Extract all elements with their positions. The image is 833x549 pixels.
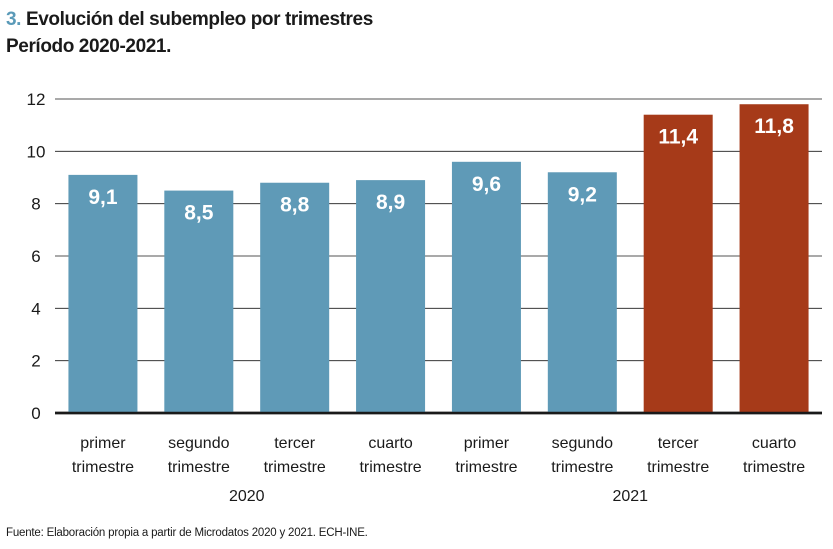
data-label: 8,8 <box>280 194 310 217</box>
x-tick-label: segundo <box>168 435 229 452</box>
bar <box>451 161 521 413</box>
x-tick-label: trimestre <box>359 459 421 476</box>
bar <box>547 172 617 413</box>
x-tick-label: primer <box>80 435 126 452</box>
y-tick-label: 12 <box>27 90 46 109</box>
bar <box>260 182 330 413</box>
data-label: 8,5 <box>184 202 214 225</box>
x-tick-label: trimestre <box>551 459 613 476</box>
x-tick-label: trimestre <box>72 459 134 476</box>
chart-subtitle: Período 2020-2021. <box>6 36 171 57</box>
bar <box>643 114 713 413</box>
bar <box>68 174 138 413</box>
data-label: 8,9 <box>376 191 405 214</box>
bar <box>356 180 426 413</box>
y-tick-label: 8 <box>31 195 40 214</box>
data-label: 11,4 <box>658 126 698 149</box>
x-tick-label: trimestre <box>455 459 517 476</box>
chart-title: 3. Evolución del subempleo por trimestre… <box>6 6 373 33</box>
bar <box>739 104 809 413</box>
y-tick-label: 4 <box>31 299 40 318</box>
data-label: 9,6 <box>472 173 501 196</box>
x-tick-label: trimestre <box>264 459 326 476</box>
y-tick-label: 6 <box>31 247 40 266</box>
chart-title-block: 3. Evolución del subempleo por trimestre… <box>6 6 373 60</box>
x-tick-label: segundo <box>552 435 613 452</box>
bar <box>164 190 234 413</box>
data-label: 11,8 <box>754 115 794 138</box>
y-tick-label: 0 <box>31 404 40 423</box>
x-tick-label: primer <box>464 435 510 452</box>
x-tick-label: tercer <box>274 435 316 452</box>
x-tick-label: cuarto <box>752 435 797 452</box>
y-tick-label: 2 <box>31 352 40 371</box>
data-label: 9,1 <box>88 186 118 209</box>
x-tick-label: cuarto <box>368 435 413 452</box>
chart-number: 3. <box>6 9 22 30</box>
year-group-label: 2021 <box>612 488 648 505</box>
year-group-label: 2020 <box>229 488 265 505</box>
y-tick-label: 10 <box>27 142 46 161</box>
source-note: Fuente: Elaboración propia a partir de M… <box>6 527 368 539</box>
data-label: 9,2 <box>568 183 597 206</box>
chart-title-text: Evolución del subempleo por trimestres <box>25 9 373 30</box>
x-tick-label: trimestre <box>168 459 230 476</box>
x-tick-label: trimestre <box>743 459 805 476</box>
x-tick-label: trimestre <box>647 459 709 476</box>
x-tick-label: tercer <box>658 435 700 452</box>
